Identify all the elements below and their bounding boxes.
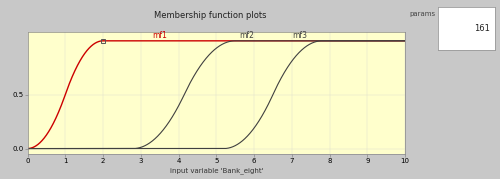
Text: Membership function plots: Membership function plots — [154, 11, 266, 20]
Text: mf2: mf2 — [239, 31, 254, 40]
X-axis label: input variable 'Bank_eight': input variable 'Bank_eight' — [170, 167, 263, 174]
Text: mf3: mf3 — [292, 31, 307, 40]
Text: mf1: mf1 — [152, 31, 167, 40]
Text: params: params — [410, 11, 436, 17]
Text: 161: 161 — [474, 24, 490, 33]
